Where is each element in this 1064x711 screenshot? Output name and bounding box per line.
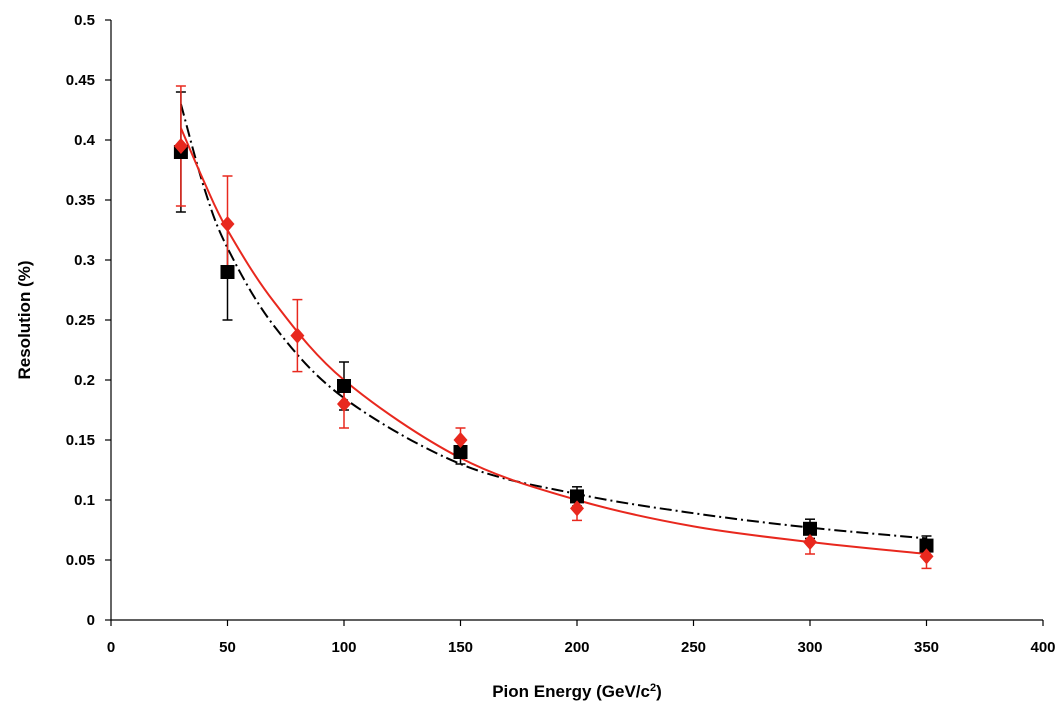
y-tick-label: 0.3 [74,252,95,269]
data-point-red-diamond [173,138,188,154]
y-axis-title: Resolution (%) [15,261,34,380]
data-point-red-diamond [570,500,584,517]
x-tick-label: 0 [107,639,115,656]
data-point-red-diamond [290,327,305,344]
data-point-red-diamond [453,432,468,448]
data-point-black-square [337,379,351,393]
y-tick-label: 0.4 [74,132,96,149]
y-tick-label: 0.45 [66,72,95,89]
y-tick-label: 0.05 [66,552,95,569]
data-point-black-square [570,489,584,504]
x-axis-title-sup: 2 [650,682,656,694]
y-tick-label: 0.1 [74,492,95,509]
data-point-red-diamond [803,534,817,550]
x-tick-label: 350 [914,639,939,656]
data-point-black-square [220,265,235,279]
y-tick-label: 0.35 [66,192,95,209]
y-tick-label: 0.15 [66,432,95,449]
y-tick-label: 0.2 [74,372,95,389]
data-point-red-diamond [337,396,351,412]
x-tick-label: 300 [797,639,822,656]
data-point-black-square [803,521,817,536]
x-axis-title: Pion Energy (GeV/c2) [492,682,662,701]
axes [105,19,1044,626]
x-tick-label: 200 [564,639,589,656]
x-axis-title-end: ) [656,682,662,701]
x-tick-label: 150 [448,639,473,656]
tick-labels: 0 0.05 0.1 0.15 0.2 0.25 0.3 0.35 0.4 0.45 0.5 0 50 1… [66,12,1056,656]
data-point-red-diamond [220,216,235,232]
x-tick-label: 250 [681,639,706,656]
data-point-black-square [453,445,468,459]
plot-area [173,85,934,570]
x-tick-label: 100 [331,639,356,656]
x-tick-label: 50 [219,639,236,656]
y-tick-label: 0.5 [74,12,95,29]
fit-curve-black [179,103,927,540]
y-tick-label: 0.25 [66,312,95,329]
y-tick-label: 0 [87,612,95,629]
x-tick-label: 400 [1030,639,1055,656]
data-point-black-square [919,538,934,553]
x-axis-title-main: Pion Energy (GeV/c [492,682,650,701]
data-point-red-diamond [919,548,934,565]
